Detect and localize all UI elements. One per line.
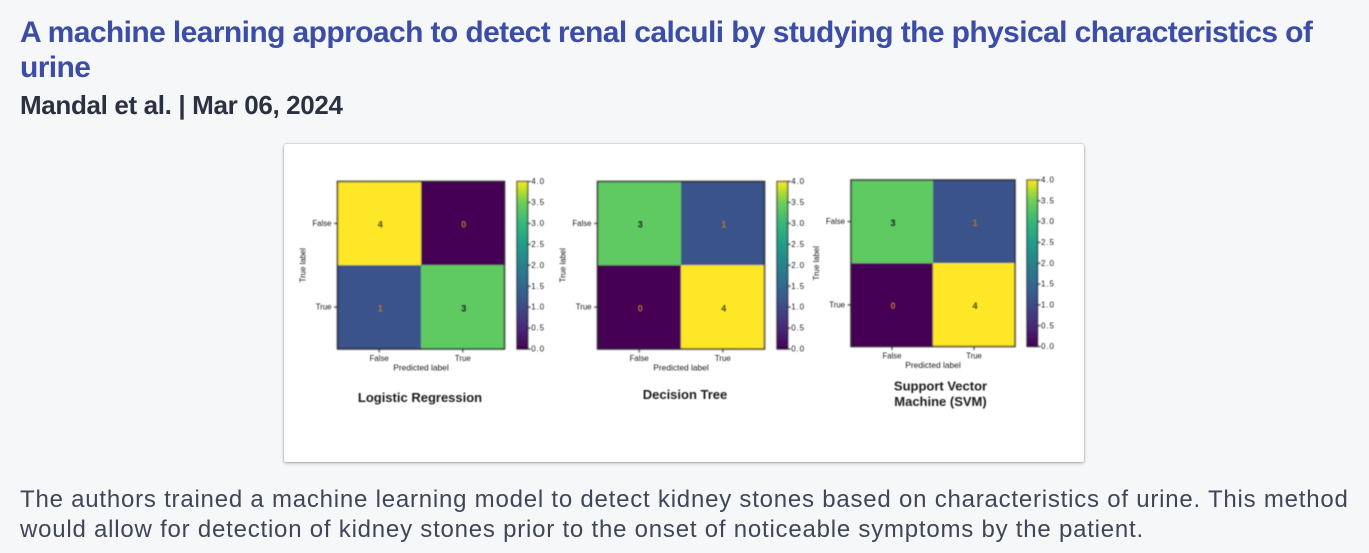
svg-text:False: False xyxy=(882,352,901,361)
svg-text:1.0: 1.0 xyxy=(1041,301,1055,310)
svg-text:True: True xyxy=(715,354,731,363)
svg-text:1.0: 1.0 xyxy=(531,303,545,312)
svg-text:True: True xyxy=(576,303,592,312)
svg-text:4: 4 xyxy=(721,303,726,313)
svg-text:4.0: 4.0 xyxy=(1041,176,1055,185)
svg-text:1: 1 xyxy=(378,303,383,313)
svg-text:2.0: 2.0 xyxy=(1041,259,1055,268)
svg-text:1.0: 1.0 xyxy=(791,303,805,312)
svg-text:2.5: 2.5 xyxy=(1041,238,1055,247)
svg-text:4.0: 4.0 xyxy=(531,177,545,186)
svg-text:True label: True label xyxy=(559,248,568,283)
svg-text:4: 4 xyxy=(972,301,977,311)
svg-text:2.0: 2.0 xyxy=(531,261,545,270)
svg-text:False: False xyxy=(312,219,331,228)
svg-text:1.5: 1.5 xyxy=(791,282,805,291)
svg-text:1: 1 xyxy=(721,220,726,230)
svg-text:3.0: 3.0 xyxy=(531,219,545,228)
svg-text:False: False xyxy=(630,354,649,363)
svg-text:3: 3 xyxy=(890,218,895,228)
svg-text:3: 3 xyxy=(638,220,643,230)
svg-text:False: False xyxy=(370,354,389,363)
svg-text:True: True xyxy=(966,352,982,361)
svg-text:0.5: 0.5 xyxy=(1041,321,1055,330)
svg-text:3.5: 3.5 xyxy=(791,198,805,207)
svg-text:3.0: 3.0 xyxy=(1041,217,1055,226)
svg-text:0.0: 0.0 xyxy=(1041,342,1055,351)
svg-text:False: False xyxy=(572,219,591,228)
svg-text:0.5: 0.5 xyxy=(531,324,545,333)
svg-text:1.5: 1.5 xyxy=(1041,280,1055,289)
svg-text:3.5: 3.5 xyxy=(531,198,545,207)
svg-text:1: 1 xyxy=(972,218,977,228)
svg-text:True: True xyxy=(829,300,845,309)
svg-text:Support Vector: Support Vector xyxy=(894,379,987,394)
svg-text:0.0: 0.0 xyxy=(791,345,805,354)
svg-text:4.0: 4.0 xyxy=(791,177,805,186)
svg-text:Predicted label: Predicted label xyxy=(393,363,449,373)
svg-text:Machine (SVM): Machine (SVM) xyxy=(894,394,986,409)
svg-text:0: 0 xyxy=(890,301,895,311)
svg-text:True label: True label xyxy=(299,248,308,283)
svg-text:1.5: 1.5 xyxy=(531,282,545,291)
svg-text:0.0: 0.0 xyxy=(531,345,545,354)
svg-text:3: 3 xyxy=(461,303,466,313)
svg-text:2.5: 2.5 xyxy=(531,240,545,249)
svg-text:0: 0 xyxy=(461,220,466,230)
svg-text:3.0: 3.0 xyxy=(791,219,805,228)
svg-text:2.5: 2.5 xyxy=(791,240,805,249)
svg-text:True label: True label xyxy=(812,246,821,281)
svg-text:Predicted label: Predicted label xyxy=(653,363,709,373)
svg-text:2.0: 2.0 xyxy=(791,261,805,270)
svg-text:True: True xyxy=(455,354,471,363)
svg-text:False: False xyxy=(826,217,845,226)
svg-text:3.5: 3.5 xyxy=(1041,196,1055,205)
svg-text:0.5: 0.5 xyxy=(791,324,805,333)
svg-text:Decision Tree: Decision Tree xyxy=(643,387,728,402)
svg-text:True: True xyxy=(316,303,332,312)
svg-text:Logistic Regression: Logistic Regression xyxy=(358,390,482,405)
svg-text:Predicted label: Predicted label xyxy=(905,360,961,370)
svg-text:4: 4 xyxy=(378,220,383,230)
svg-text:0: 0 xyxy=(638,303,643,313)
